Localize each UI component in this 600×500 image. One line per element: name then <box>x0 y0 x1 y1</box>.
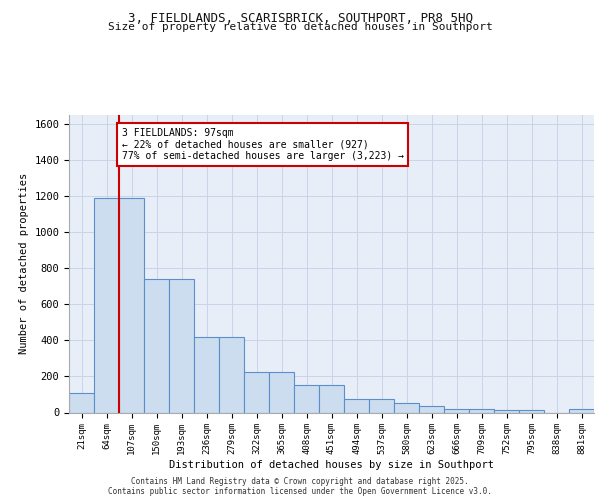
Bar <box>419 406 444 412</box>
Text: Size of property relative to detached houses in Southport: Size of property relative to detached ho… <box>107 22 493 32</box>
Bar <box>444 409 469 412</box>
Bar <box>569 409 594 412</box>
Bar <box>369 399 394 412</box>
Text: Contains HM Land Registry data © Crown copyright and database right 2025.
Contai: Contains HM Land Registry data © Crown c… <box>108 476 492 496</box>
Bar <box>319 386 344 412</box>
Bar <box>94 198 119 412</box>
Bar <box>219 337 244 412</box>
Bar <box>344 399 369 412</box>
Bar <box>519 410 544 412</box>
Bar <box>69 393 94 412</box>
Text: 3, FIELDLANDS, SCARISBRICK, SOUTHPORT, PR8 5HQ: 3, FIELDLANDS, SCARISBRICK, SOUTHPORT, P… <box>128 12 473 26</box>
X-axis label: Distribution of detached houses by size in Southport: Distribution of detached houses by size … <box>169 460 494 470</box>
Bar <box>169 279 194 412</box>
Bar <box>394 404 419 412</box>
Y-axis label: Number of detached properties: Number of detached properties <box>19 173 29 354</box>
Bar <box>469 409 494 412</box>
Bar <box>119 198 144 412</box>
Bar <box>269 372 294 412</box>
Bar <box>494 410 519 412</box>
Bar <box>144 279 169 412</box>
Bar <box>194 337 219 412</box>
Bar <box>244 372 269 412</box>
Bar <box>294 386 319 412</box>
Text: 3 FIELDLANDS: 97sqm
← 22% of detached houses are smaller (927)
77% of semi-detac: 3 FIELDLANDS: 97sqm ← 22% of detached ho… <box>121 128 404 161</box>
